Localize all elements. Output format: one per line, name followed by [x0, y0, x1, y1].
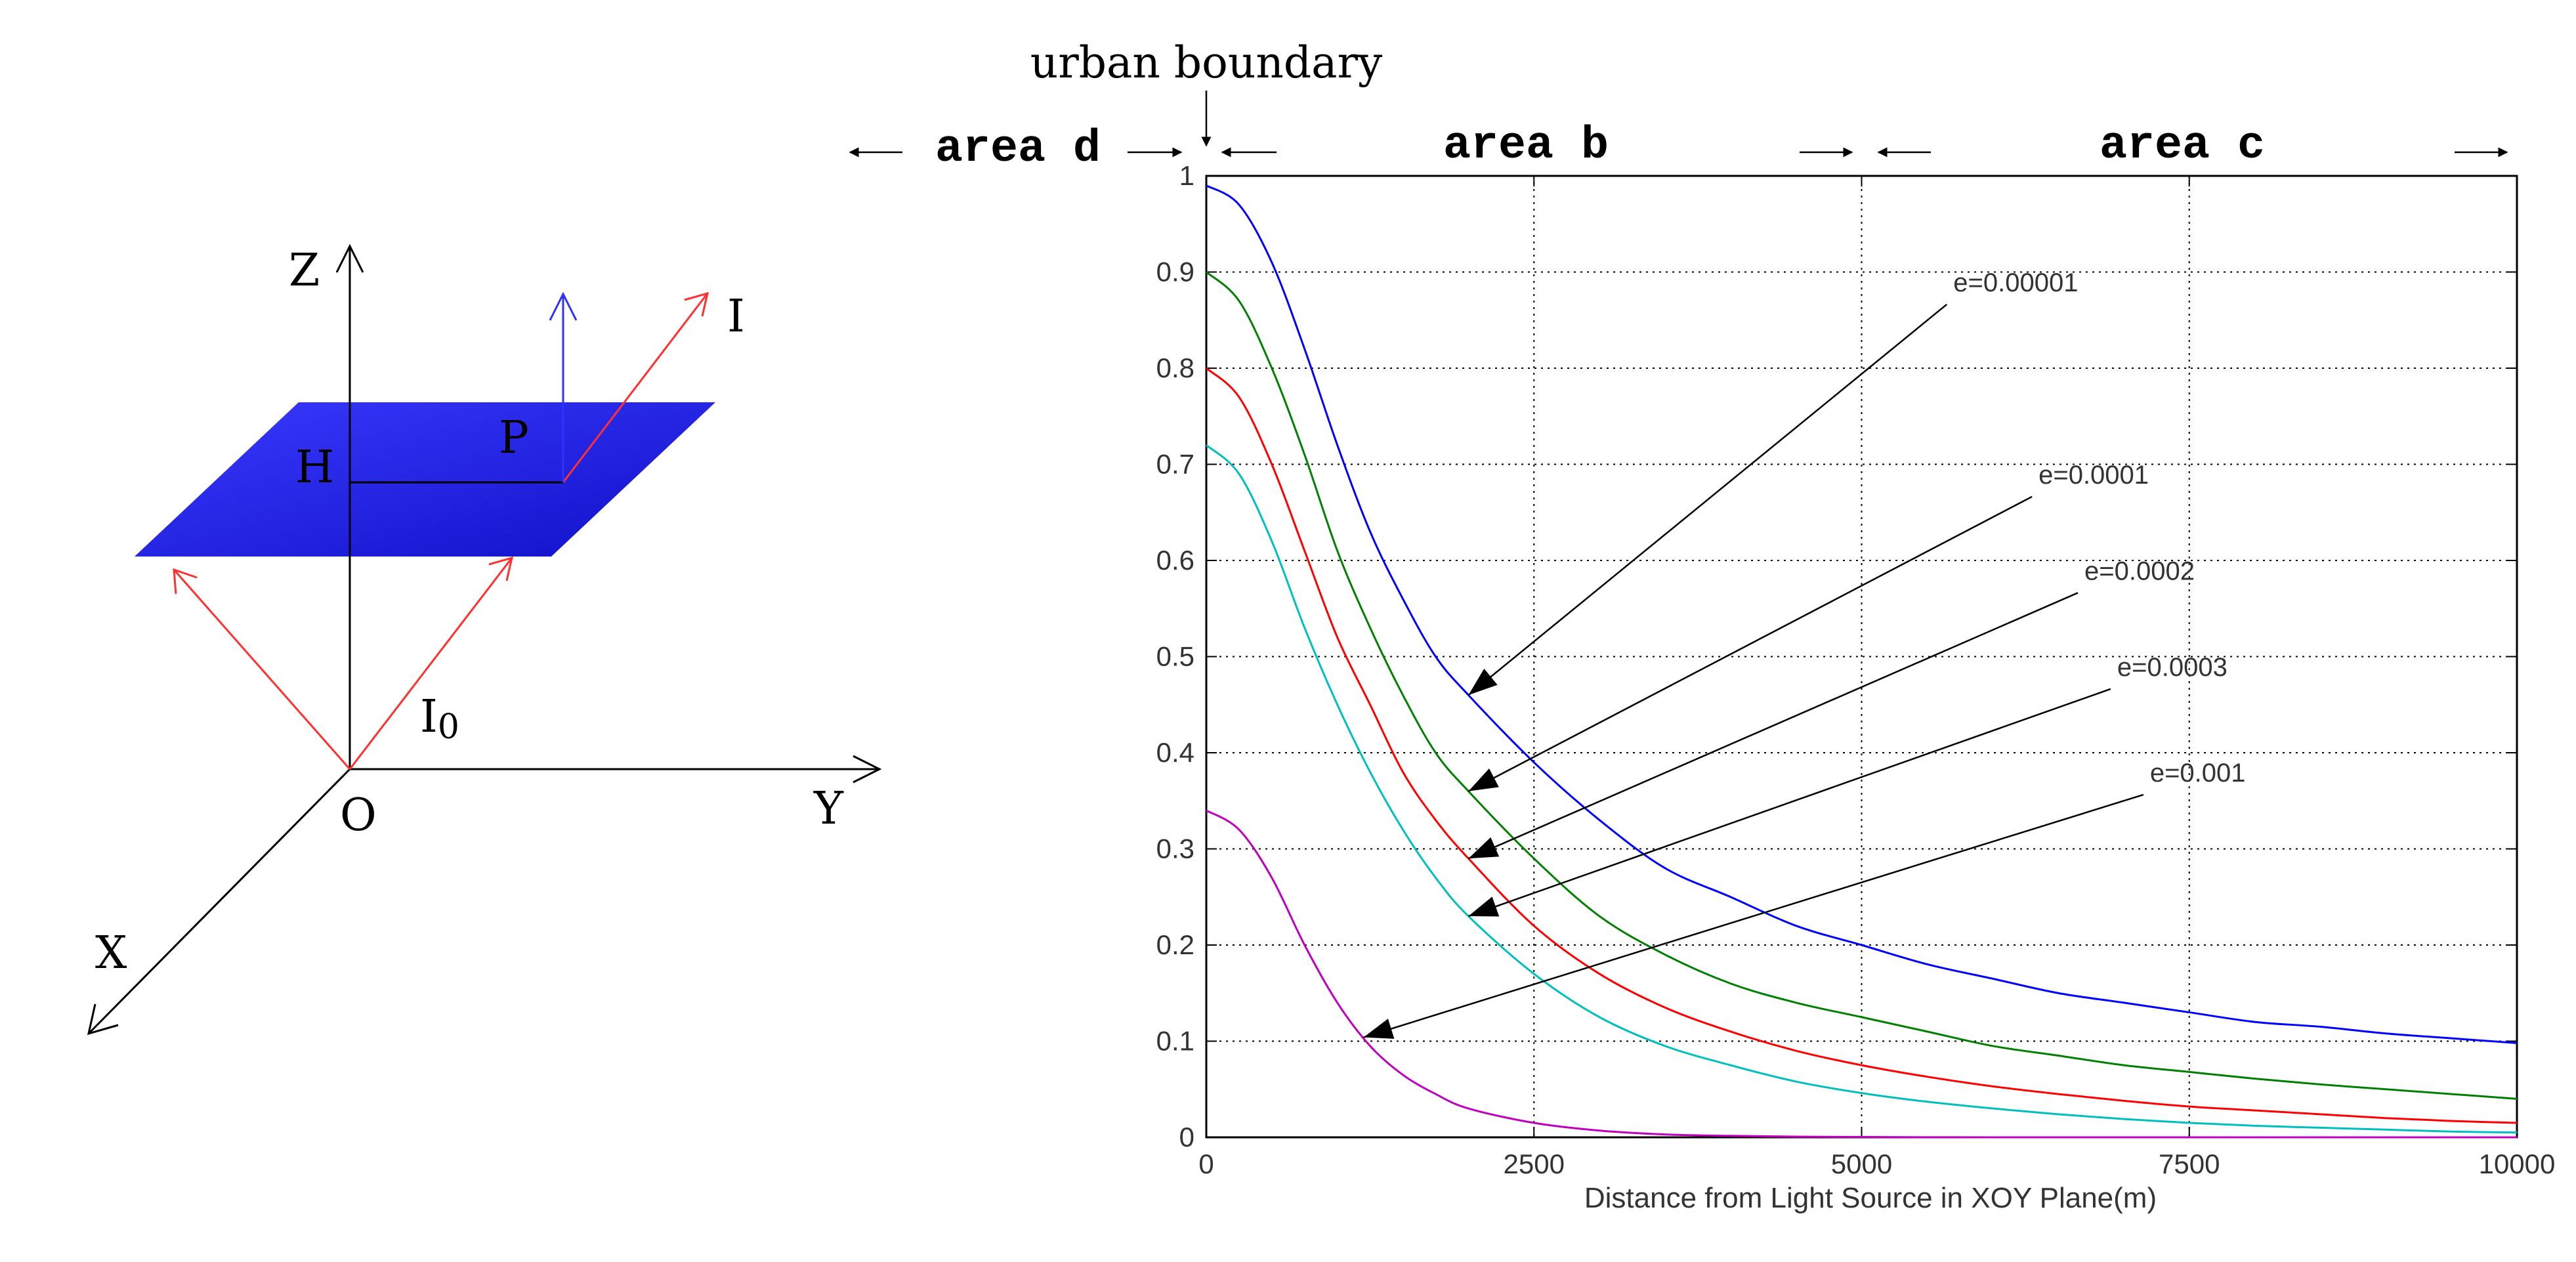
callout-label-4: e=0.001	[2150, 759, 2246, 788]
ray-left	[173, 569, 351, 770]
callout-line-2	[1467, 592, 2079, 860]
x-axis-arrowhead	[87, 1003, 119, 1036]
y-tick-label: 0.8	[1156, 352, 1194, 383]
ray-i-arrowhead	[684, 291, 709, 317]
i-label: I	[727, 291, 745, 343]
area-c-label: area c	[2100, 120, 2265, 172]
i0-main: I	[420, 691, 438, 743]
y-axis-arrowhead	[853, 755, 882, 784]
callout-arrowhead-2	[1468, 837, 1500, 859]
ray-left-arrowhead	[173, 568, 198, 595]
normal-arrowhead	[549, 291, 578, 321]
p-label: P	[499, 412, 529, 464]
y-tick-label: 0.6	[1156, 545, 1194, 576]
callout-label-2: e=0.0002	[2084, 557, 2195, 585]
y-tick-label: 0.4	[1156, 737, 1194, 768]
callout-label-1: e=0.0001	[2038, 461, 2149, 490]
y-axis-label: Y	[813, 783, 844, 835]
callout-arrowhead-0	[1468, 668, 1498, 696]
callout-arrowhead-4	[1363, 1019, 1395, 1039]
area-d-label: area d	[935, 123, 1101, 175]
horizontal-plane	[135, 402, 715, 557]
y-tick-label: 0.1	[1156, 1026, 1194, 1057]
y-tick-label: 1	[1179, 160, 1194, 191]
x-tick-label: 10000	[2479, 1148, 2556, 1179]
z-axis-label: Z	[289, 245, 320, 297]
x-tick-label: 2500	[1504, 1148, 1565, 1179]
h-label: H	[295, 442, 334, 494]
attenuation-chart: 0 2500 5000 7500 10000 0 0.1 0.2 0.3 0.4 0.5 0.6 0.7…	[849, 37, 2556, 1214]
series-line-4	[1206, 809, 2517, 1139]
series-line-1	[1206, 271, 2518, 1100]
callout-label-0: e=0.00001	[1953, 268, 2078, 297]
callout-arrowhead-3	[1468, 896, 1500, 917]
x-tick-label: 0	[1198, 1148, 1214, 1179]
series-lines	[1206, 184, 2518, 1139]
callout-line-0	[1467, 303, 1948, 696]
geometry-diagram: Z Y X O H P I I0	[87, 243, 882, 1036]
y-tick-label: 0.7	[1156, 449, 1194, 480]
x-axis-label: X	[95, 927, 127, 979]
ray-i	[562, 293, 709, 483]
urban-boundary-label: urban boundary	[1030, 37, 1383, 88]
callout-arrows: e=0.00001 e=0.0001 e=0.0002 e=0.0003 e=0.001	[1363, 268, 2246, 1039]
x-axis-title: Distance from Light Source in XOY Plane(…	[1584, 1182, 2157, 1214]
series-line-3	[1206, 444, 2518, 1134]
y-tick-label: 0.5	[1156, 641, 1194, 672]
callout-label-3: e=0.0003	[2117, 653, 2228, 682]
series-line-2	[1206, 367, 2518, 1124]
y-tick-label: 0.3	[1156, 833, 1194, 864]
callout-line-4	[1363, 793, 2144, 1038]
axis-ticks: 0 2500 5000 7500 10000 0 0.1 0.2 0.3 0.4 0.5 0.6 0.7…	[1156, 160, 2556, 1179]
ray-i0-arrowhead	[488, 556, 514, 581]
y-tick-label: 0.9	[1156, 257, 1194, 287]
ray-i0	[348, 557, 513, 770]
i0-subscript: 0	[438, 707, 459, 747]
x-tick-label: 5000	[1831, 1148, 1892, 1179]
callout-line-1	[1467, 495, 2033, 792]
area-b-label: area b	[1443, 120, 1609, 172]
i0-label: I0	[420, 691, 459, 747]
x-tick-label: 7500	[2159, 1148, 2220, 1179]
y-tick-label: 0.2	[1156, 929, 1194, 960]
grid-lines	[1206, 176, 2517, 1137]
x-axis-line	[87, 768, 351, 1035]
z-axis-arrowhead	[335, 243, 364, 273]
callout-arrowhead-1	[1468, 768, 1499, 791]
origin-label: O	[340, 789, 377, 841]
series-line-0	[1206, 184, 2518, 1044]
callout-line-3	[1467, 688, 2111, 917]
y-tick-label: 0	[1179, 1122, 1194, 1152]
